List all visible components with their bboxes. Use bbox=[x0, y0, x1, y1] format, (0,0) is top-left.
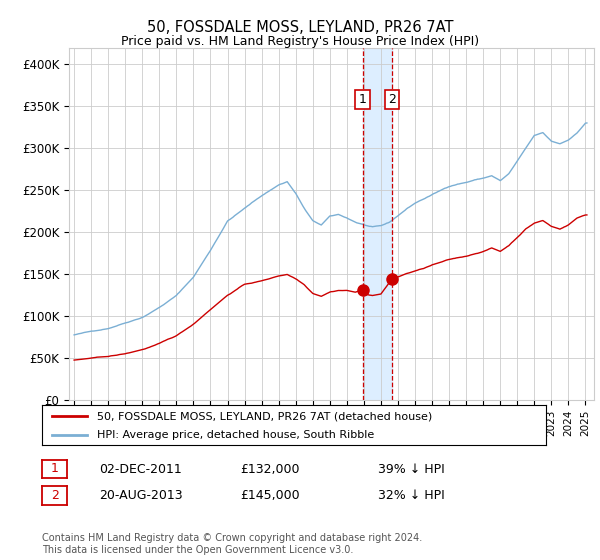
Text: 50, FOSSDALE MOSS, LEYLAND, PR26 7AT: 50, FOSSDALE MOSS, LEYLAND, PR26 7AT bbox=[147, 20, 453, 35]
Text: 50, FOSSDALE MOSS, LEYLAND, PR26 7AT (detached house): 50, FOSSDALE MOSS, LEYLAND, PR26 7AT (de… bbox=[97, 411, 433, 421]
Text: £132,000: £132,000 bbox=[240, 463, 299, 476]
Text: 02-DEC-2011: 02-DEC-2011 bbox=[99, 463, 182, 476]
Text: 2: 2 bbox=[50, 489, 59, 502]
Bar bbox=[362, 48, 392, 400]
Text: Contains HM Land Registry data © Crown copyright and database right 2024.
This d: Contains HM Land Registry data © Crown c… bbox=[42, 533, 422, 555]
Text: 2: 2 bbox=[388, 93, 395, 106]
Text: 1: 1 bbox=[359, 93, 367, 106]
Text: £145,000: £145,000 bbox=[240, 489, 299, 502]
Text: 32% ↓ HPI: 32% ↓ HPI bbox=[378, 489, 445, 502]
Text: 39% ↓ HPI: 39% ↓ HPI bbox=[378, 463, 445, 476]
Text: 20-AUG-2013: 20-AUG-2013 bbox=[99, 489, 182, 502]
Text: 1: 1 bbox=[50, 463, 59, 475]
Text: HPI: Average price, detached house, South Ribble: HPI: Average price, detached house, Sout… bbox=[97, 430, 374, 440]
Text: Price paid vs. HM Land Registry's House Price Index (HPI): Price paid vs. HM Land Registry's House … bbox=[121, 35, 479, 48]
